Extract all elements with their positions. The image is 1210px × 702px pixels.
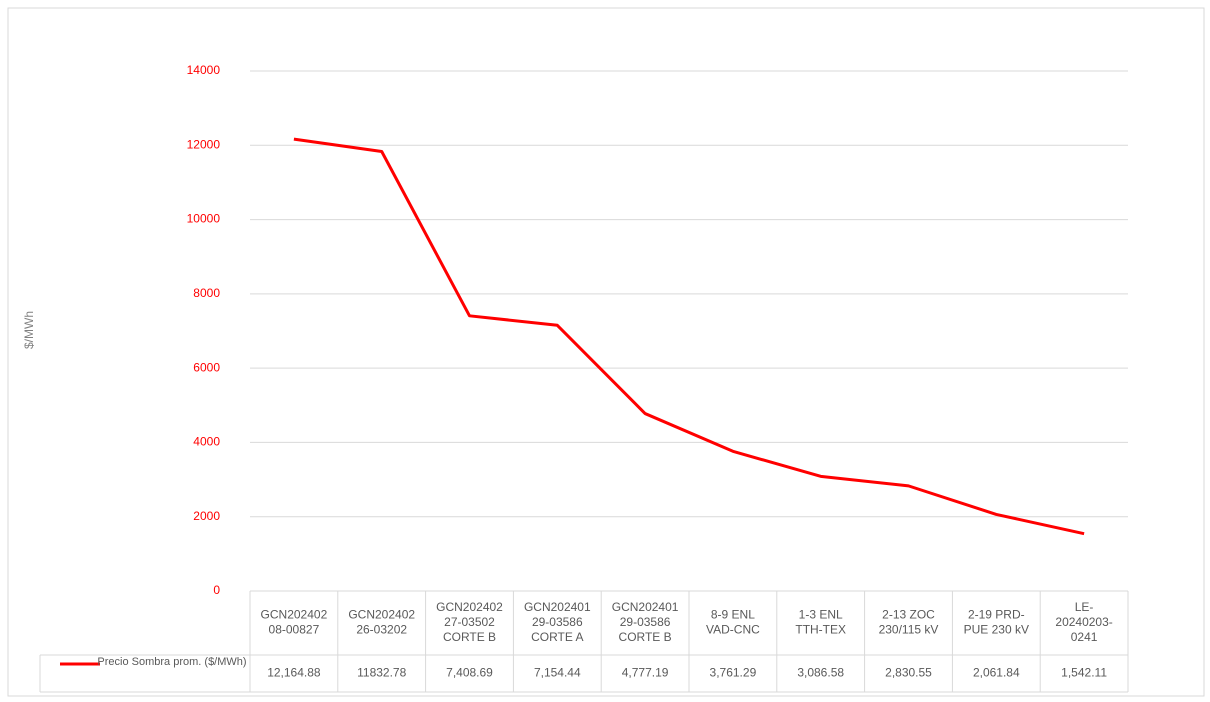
y-tick-label: 4000 — [193, 435, 220, 449]
x-tick-label: CORTE A — [531, 630, 583, 644]
data-table-value: 3,086.58 — [797, 666, 844, 680]
x-tick-label: 20240203- — [1055, 615, 1112, 629]
data-table-value: 7,408.69 — [446, 666, 493, 680]
x-tick-label: 8-9 ENL — [711, 608, 755, 622]
x-tick-label: 26-03202 — [356, 623, 407, 637]
x-tick-label: 2-19 PRD- — [968, 608, 1025, 622]
x-tick-label: 230/115 kV — [879, 623, 939, 637]
y-tick-label: 2000 — [193, 509, 220, 523]
x-tick-label: LE- — [1075, 600, 1094, 614]
y-tick-label: 12000 — [187, 137, 221, 151]
x-tick-label: CORTE B — [443, 630, 496, 644]
x-tick-label: TTH-TEX — [795, 623, 846, 637]
x-tick-label: GCN202402 — [436, 600, 503, 614]
y-tick-label: 6000 — [193, 360, 220, 374]
data-table-value: 4,777.19 — [622, 666, 669, 680]
x-tick-label: 08-00827 — [269, 623, 320, 637]
x-tick-label: GCN202402 — [348, 608, 415, 622]
legend-label-box: Precio Sombra prom. ($/MWh) — [97, 656, 247, 668]
data-table-value: 11832.78 — [357, 666, 406, 680]
data-table-value: 2,830.55 — [885, 666, 932, 680]
x-tick-label: 0241 — [1071, 630, 1098, 644]
y-tick-label: 14000 — [187, 63, 221, 77]
y-tick-label: 8000 — [193, 286, 220, 300]
x-tick-label: 2-13 ZOC — [882, 608, 935, 622]
x-tick-label: GCN202401 — [612, 600, 679, 614]
x-tick-label: PUE 230 kV — [964, 623, 1029, 637]
y-axis-title: $/MWh — [22, 311, 36, 349]
x-tick-label: 27-03502 — [444, 615, 495, 629]
legend-label: Precio Sombra prom. ($/MWh) — [97, 656, 247, 668]
x-tick-label: CORTE B — [619, 630, 672, 644]
series-line — [293, 137, 1085, 536]
data-table-value: 7,154.44 — [534, 666, 581, 680]
x-tick-label: GCN202401 — [524, 600, 591, 614]
y-tick-label: 0 — [213, 583, 220, 597]
x-tick-label: GCN202402 — [261, 608, 328, 622]
data-table-value: 1,542.11 — [1061, 666, 1107, 680]
data-table-value: 12,164.88 — [267, 666, 321, 680]
x-tick-label: 29-03586 — [532, 615, 583, 629]
x-tick-label: VAD-CNC — [706, 623, 760, 637]
data-table-value: 3,761.29 — [710, 666, 757, 680]
data-table-value: 2,061.84 — [973, 666, 1020, 680]
y-tick-label: 10000 — [187, 212, 221, 226]
x-tick-label: 1-3 ENL — [799, 608, 843, 622]
x-tick-label: 29-03586 — [620, 615, 671, 629]
chart-border — [7, 7, 1205, 697]
